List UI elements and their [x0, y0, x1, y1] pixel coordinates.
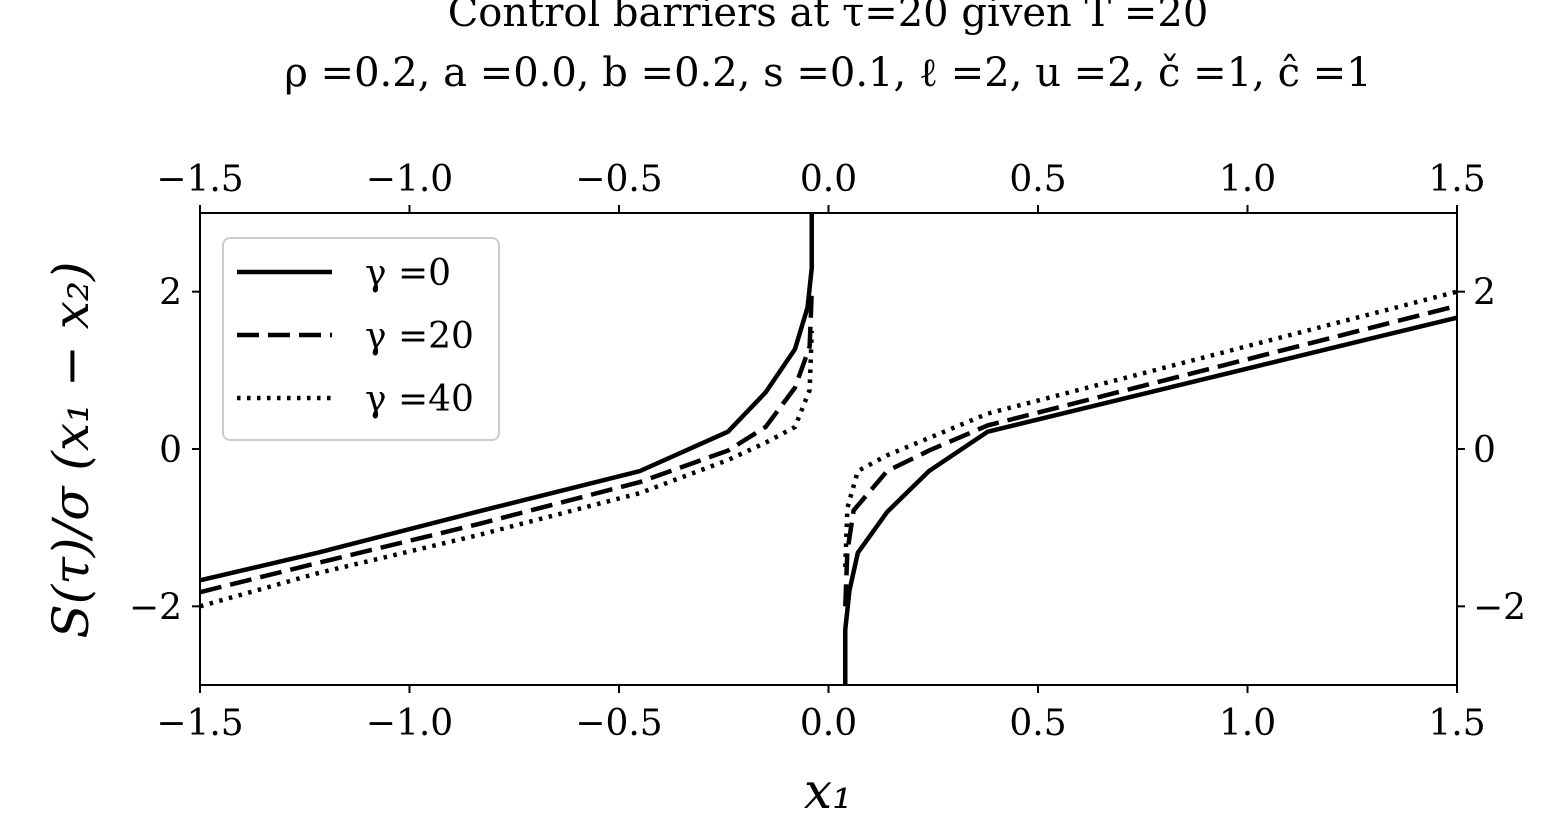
x-tick-label-bottom: 1.0 [1219, 703, 1276, 744]
legend-box [222, 237, 500, 441]
series-line-0-right [843, 315, 1457, 685]
x-tick-label-top: −1.0 [366, 159, 453, 200]
x-tick-label-bottom: 0.0 [800, 703, 857, 744]
x-tick-label-bottom: −1.0 [366, 703, 453, 744]
series-line-1-right [843, 303, 1457, 607]
x-tick-label-bottom: 1.5 [1428, 703, 1485, 744]
chart-title: Control barriers at τ=20 given T =20 [448, 0, 1209, 36]
y-axis-label: S(τ)/σ (x₁ − x₂) [42, 262, 100, 639]
series-line-2-right [843, 289, 1457, 568]
series-line-1-left [200, 291, 814, 595]
x-tick-label-top: 1.0 [1219, 159, 1276, 200]
legend: γ =0 γ =20 γ =40 [222, 237, 500, 441]
x-tick-label-top: 1.5 [1428, 159, 1485, 200]
series-line-0-left [200, 213, 814, 583]
x-tick-label-top: −1.5 [156, 159, 243, 200]
legend-label: γ =0 [365, 253, 451, 294]
axis-ticks: −1.5 −1.5 −1.0 −1.0 −0.5 −0.5 0.0 0.0 0.5 0.5 1.0 1… [129, 159, 1526, 744]
x-tick-label-top: −0.5 [575, 159, 662, 200]
y-tick-label-left: −2 [129, 587, 182, 628]
y-tick-label-left: 0 [159, 430, 182, 471]
y-tick-label-right: −2 [1473, 587, 1526, 628]
x-tick-label-bottom: 0.5 [1009, 703, 1066, 744]
x-tick-label-top: 0.5 [1009, 159, 1066, 200]
chart-subtitle: ρ =0.2, a =0.0, b =0.2, s =0.1, ℓ =2, u … [284, 50, 1371, 96]
legend-label: γ =20 [365, 316, 474, 357]
y-tick-label-right: 0 [1473, 430, 1496, 471]
y-tick-label-left: 2 [159, 273, 182, 314]
y-tick-label-right: 2 [1473, 273, 1496, 314]
x-tick-label-top: 0.0 [800, 159, 857, 200]
x-tick-label-bottom: −1.5 [156, 703, 243, 744]
legend-label: γ =40 [365, 379, 474, 420]
x-tick-label-bottom: −0.5 [575, 703, 662, 744]
x-axis-label: x₁ [804, 762, 852, 820]
